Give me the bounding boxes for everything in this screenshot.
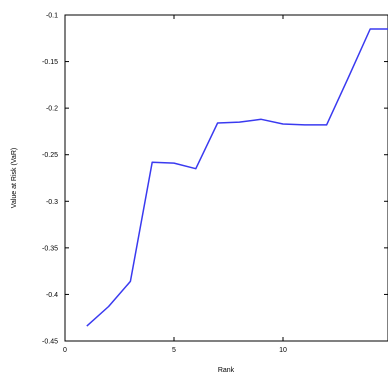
x-axis-label: Rank [218, 367, 235, 374]
y-tick-label: -0.2 [46, 106, 58, 113]
axis-ticks: 0 5 10 -0.45 -0.4 -0.35 -0.3 -0.25 -0.2 -0.15 -0.1 [42, 13, 388, 354]
series-line [86, 28, 388, 327]
y-tick-label: -0.4 [46, 292, 58, 299]
y-tick-label: -0.1 [46, 13, 58, 20]
y-axis-label: Value at Risk (VaR) [11, 148, 18, 208]
y-tick-label: -0.15 [42, 59, 58, 66]
y-tick-label: -0.25 [42, 152, 58, 159]
y-tick-label: -0.3 [46, 199, 58, 206]
y-tick-label: -0.35 [42, 245, 58, 252]
series-layer [86, 28, 388, 327]
plot-area [64, 14, 388, 342]
x-tick-label: 10 [279, 347, 287, 354]
x-tick-label: 5 [172, 347, 176, 354]
y-tick-label: -0.45 [42, 339, 58, 346]
x-tick-label: 0 [63, 347, 67, 354]
